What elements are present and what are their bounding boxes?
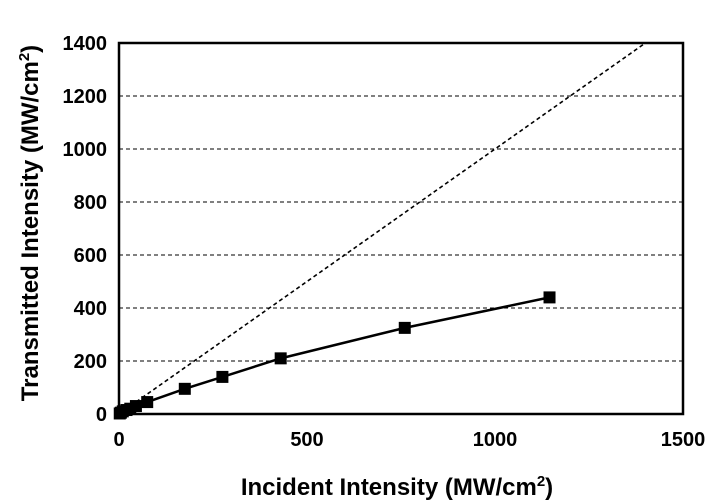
x-tick-label: 1000: [473, 429, 518, 451]
reference-line: [118, 42, 646, 415]
data-point: [216, 370, 229, 383]
data-point: [141, 396, 154, 409]
y-tick-label: 200: [74, 351, 107, 373]
data-point: [274, 352, 287, 365]
data-point: [129, 400, 142, 413]
y-tick-label: 0: [96, 404, 107, 426]
series-line: [119, 296, 550, 415]
x-tick-labels: 0 500 1000 1500: [113, 429, 705, 451]
x-tick-label: 1500: [661, 429, 706, 451]
y-tick-label: 1400: [63, 33, 108, 55]
data-point: [178, 382, 191, 395]
x-tick-label: 0: [113, 429, 124, 451]
y-tick-label: 400: [74, 298, 107, 320]
y-tick-labels: 0 200 400 600 800 1000 1200 1400: [63, 33, 108, 426]
data-point: [543, 291, 556, 304]
x-tick-label: 500: [290, 429, 323, 451]
y-axis-title: Transmitted Intensity (MW/cm2): [16, 45, 44, 401]
y-tick-label: 1200: [63, 86, 108, 108]
y-tick-label: 600: [74, 245, 107, 267]
x-axis-title: Incident Intensity (MW/cm2): [241, 473, 553, 501]
gridlines: [119, 95, 683, 362]
series-markers: [113, 291, 556, 420]
plot-frame: [117, 41, 685, 416]
y-tick-label: 800: [74, 192, 107, 214]
data-point: [398, 321, 411, 334]
y-tick-label: 1000: [63, 139, 108, 161]
